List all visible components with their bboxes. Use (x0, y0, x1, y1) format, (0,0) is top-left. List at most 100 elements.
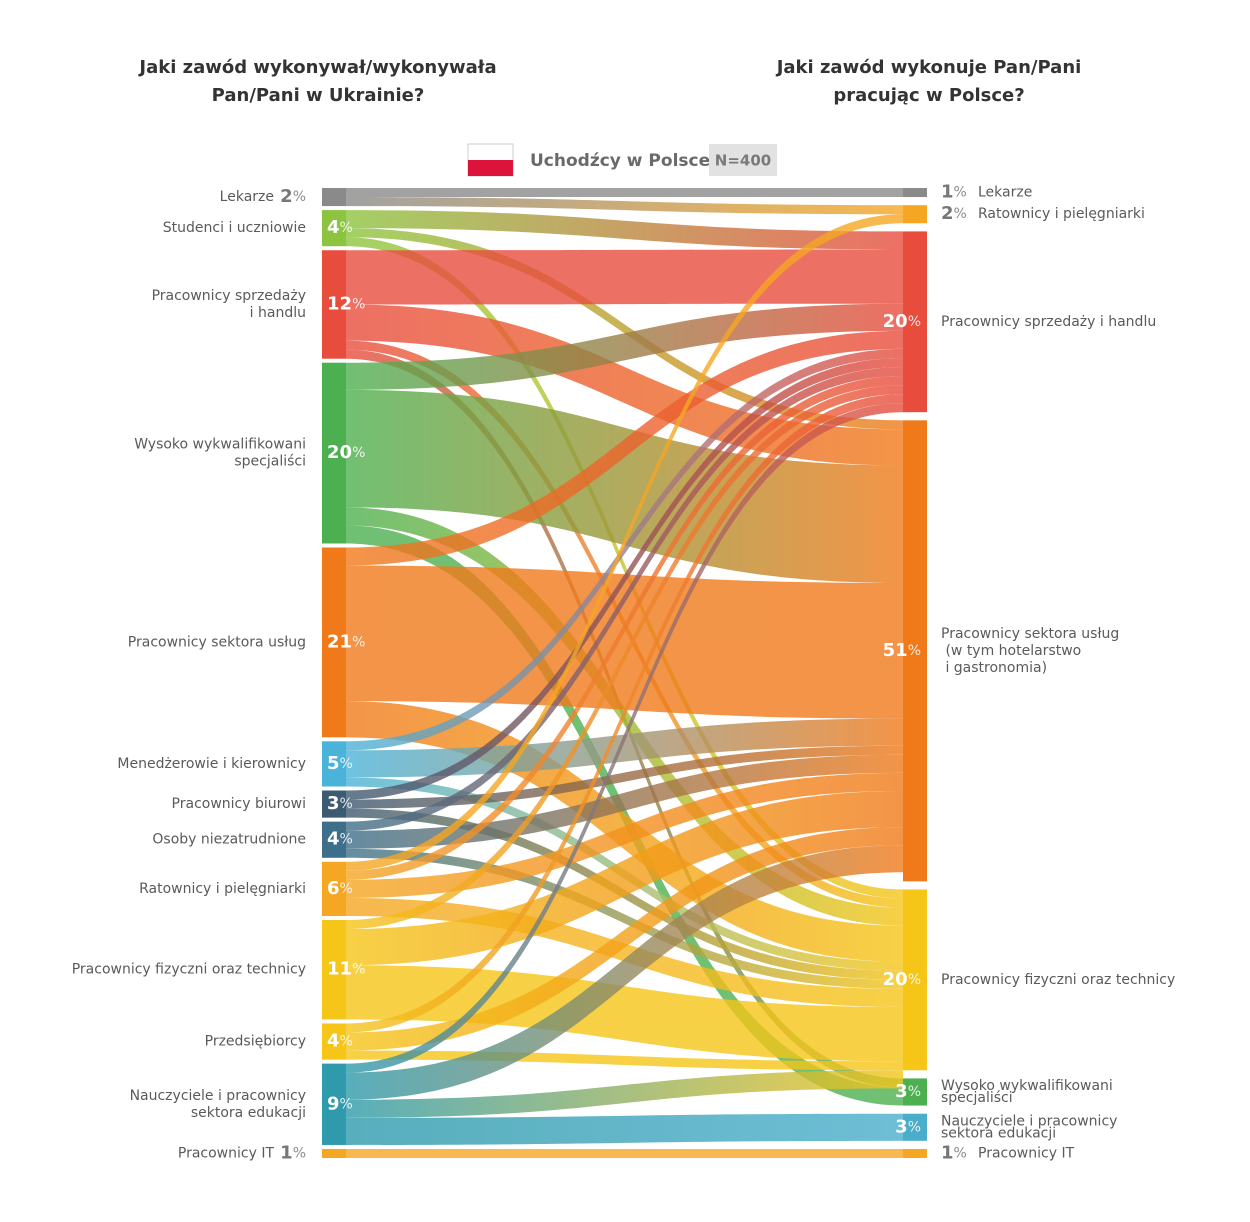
value-label: 4% (327, 1031, 353, 1052)
node (903, 1078, 927, 1106)
sample-size: N=400 (715, 152, 771, 170)
label-line: Pracownicy sprzedaży (152, 288, 306, 304)
label-line: i gastronomia) (941, 660, 1047, 676)
value-number: 20 (883, 969, 908, 990)
title-line: Jaki zawód wykonuje Pan/Pani (775, 57, 1082, 78)
node-label: Nauczyciele i pracownicy sektora edukacji (130, 1088, 306, 1121)
value-unit: % (352, 296, 365, 312)
label-line: Osoby niezatrudnione (152, 832, 306, 848)
flow (346, 1070, 903, 1118)
flow (346, 348, 903, 751)
node (322, 188, 346, 207)
label-line: specjaliści (234, 454, 306, 470)
value-number: 3 (327, 793, 340, 814)
value-number: 20 (327, 442, 352, 463)
value-unit: % (954, 206, 967, 222)
node (322, 790, 346, 818)
flow (346, 394, 903, 1033)
label-line: specjaliści (941, 1090, 1013, 1106)
value-label: 3% (895, 1116, 921, 1137)
flow (346, 237, 903, 899)
flow (346, 210, 903, 250)
flows (346, 188, 903, 1158)
value-label: 3% (327, 793, 353, 814)
label-line: Ratownicy i pielęgniarki (139, 881, 306, 897)
node-label: Pracownicy IT (978, 1145, 1075, 1161)
label-line: i handlu (250, 305, 306, 321)
label-line: Studenci i uczniowie (163, 220, 306, 236)
node-label: Pracownicy sektora usług (w tym hotelars… (941, 626, 1119, 676)
value-unit: % (908, 972, 921, 988)
node-label: Pracownicy sprzedaży i handlu (941, 314, 1156, 330)
node (322, 821, 346, 858)
value-number: 3 (895, 1116, 908, 1137)
node (322, 547, 346, 738)
node (322, 362, 346, 544)
value-unit: % (908, 643, 921, 659)
label-line: Pracownicy sektora usług (128, 634, 306, 650)
value-label: 21% (327, 631, 365, 652)
value-label: 20% (327, 442, 365, 463)
node-label: Pracownicy sektora usług (128, 634, 306, 650)
value-label: 5% (327, 753, 353, 774)
value-unit: % (352, 962, 365, 978)
value-number: 20 (883, 311, 908, 332)
node-label: Pracownicy sprzedaży i handlu (152, 288, 306, 321)
value-number: 5 (327, 753, 340, 774)
title-line: pracując w Polsce? (833, 85, 1024, 106)
node-label: Wysoko wykwalifikowani specjaliści (134, 437, 306, 470)
flow (346, 249, 903, 305)
value-label: 1% (941, 182, 967, 203)
node (322, 920, 346, 1020)
value-unit: % (340, 832, 353, 848)
value-label: 51% (883, 640, 921, 661)
node (322, 1023, 346, 1060)
label-line: Nauczyciele i pracownicy (130, 1088, 306, 1104)
flow (346, 389, 903, 584)
node-label: Pracownicy IT (178, 1145, 275, 1161)
flow (346, 718, 903, 778)
node-label: Ratownicy i pielęgniarki (139, 881, 306, 897)
sample-box (709, 144, 777, 176)
value-label: 20% (883, 311, 921, 332)
value-unit: % (293, 189, 306, 205)
node-label: Ratownicy i pielęgniarki (978, 206, 1145, 222)
node (903, 1148, 927, 1158)
node (903, 231, 927, 413)
node-label: Lekarze (978, 185, 1032, 201)
label-line: Nauczyciele i pracownicy (941, 1113, 1117, 1129)
flow (346, 790, 903, 966)
flow (346, 304, 903, 466)
value-unit: % (352, 634, 365, 650)
flow (346, 965, 903, 1062)
value-label: 11% (327, 959, 365, 980)
value-number: 2 (941, 203, 954, 224)
value-number: 4 (327, 217, 340, 238)
value-unit: % (954, 1145, 967, 1161)
title-line: Jaki zawód wykonywał/wykonywała (137, 57, 496, 78)
node-label: Wysoko wykwalifikowani specjaliści (941, 1078, 1113, 1106)
label-line: sektora edukacji (941, 1125, 1056, 1141)
value-label: 20% (883, 969, 921, 990)
flow (346, 745, 903, 809)
label-line: Pracownicy biurowi (172, 796, 306, 812)
node (322, 741, 346, 787)
node (903, 1113, 927, 1141)
value-unit: % (340, 756, 353, 772)
node-label: Pracownicy fizyczni oraz technicy (72, 962, 306, 978)
value-label: 2% (280, 186, 306, 207)
node (322, 250, 346, 359)
node (903, 889, 927, 1071)
label-line: (w tym hotelarstwo (941, 643, 1081, 659)
value-label: 3% (895, 1081, 921, 1102)
value-number: 1 (941, 182, 954, 203)
value-unit: % (340, 1096, 353, 1112)
node (903, 188, 927, 198)
value-label: 12% (327, 293, 365, 314)
label-line: Przedsiębiorcy (205, 1034, 306, 1050)
flow (346, 214, 903, 871)
label-line: Lekarze (978, 185, 1032, 201)
node-label: Przedsiębiorcy (205, 1034, 306, 1050)
